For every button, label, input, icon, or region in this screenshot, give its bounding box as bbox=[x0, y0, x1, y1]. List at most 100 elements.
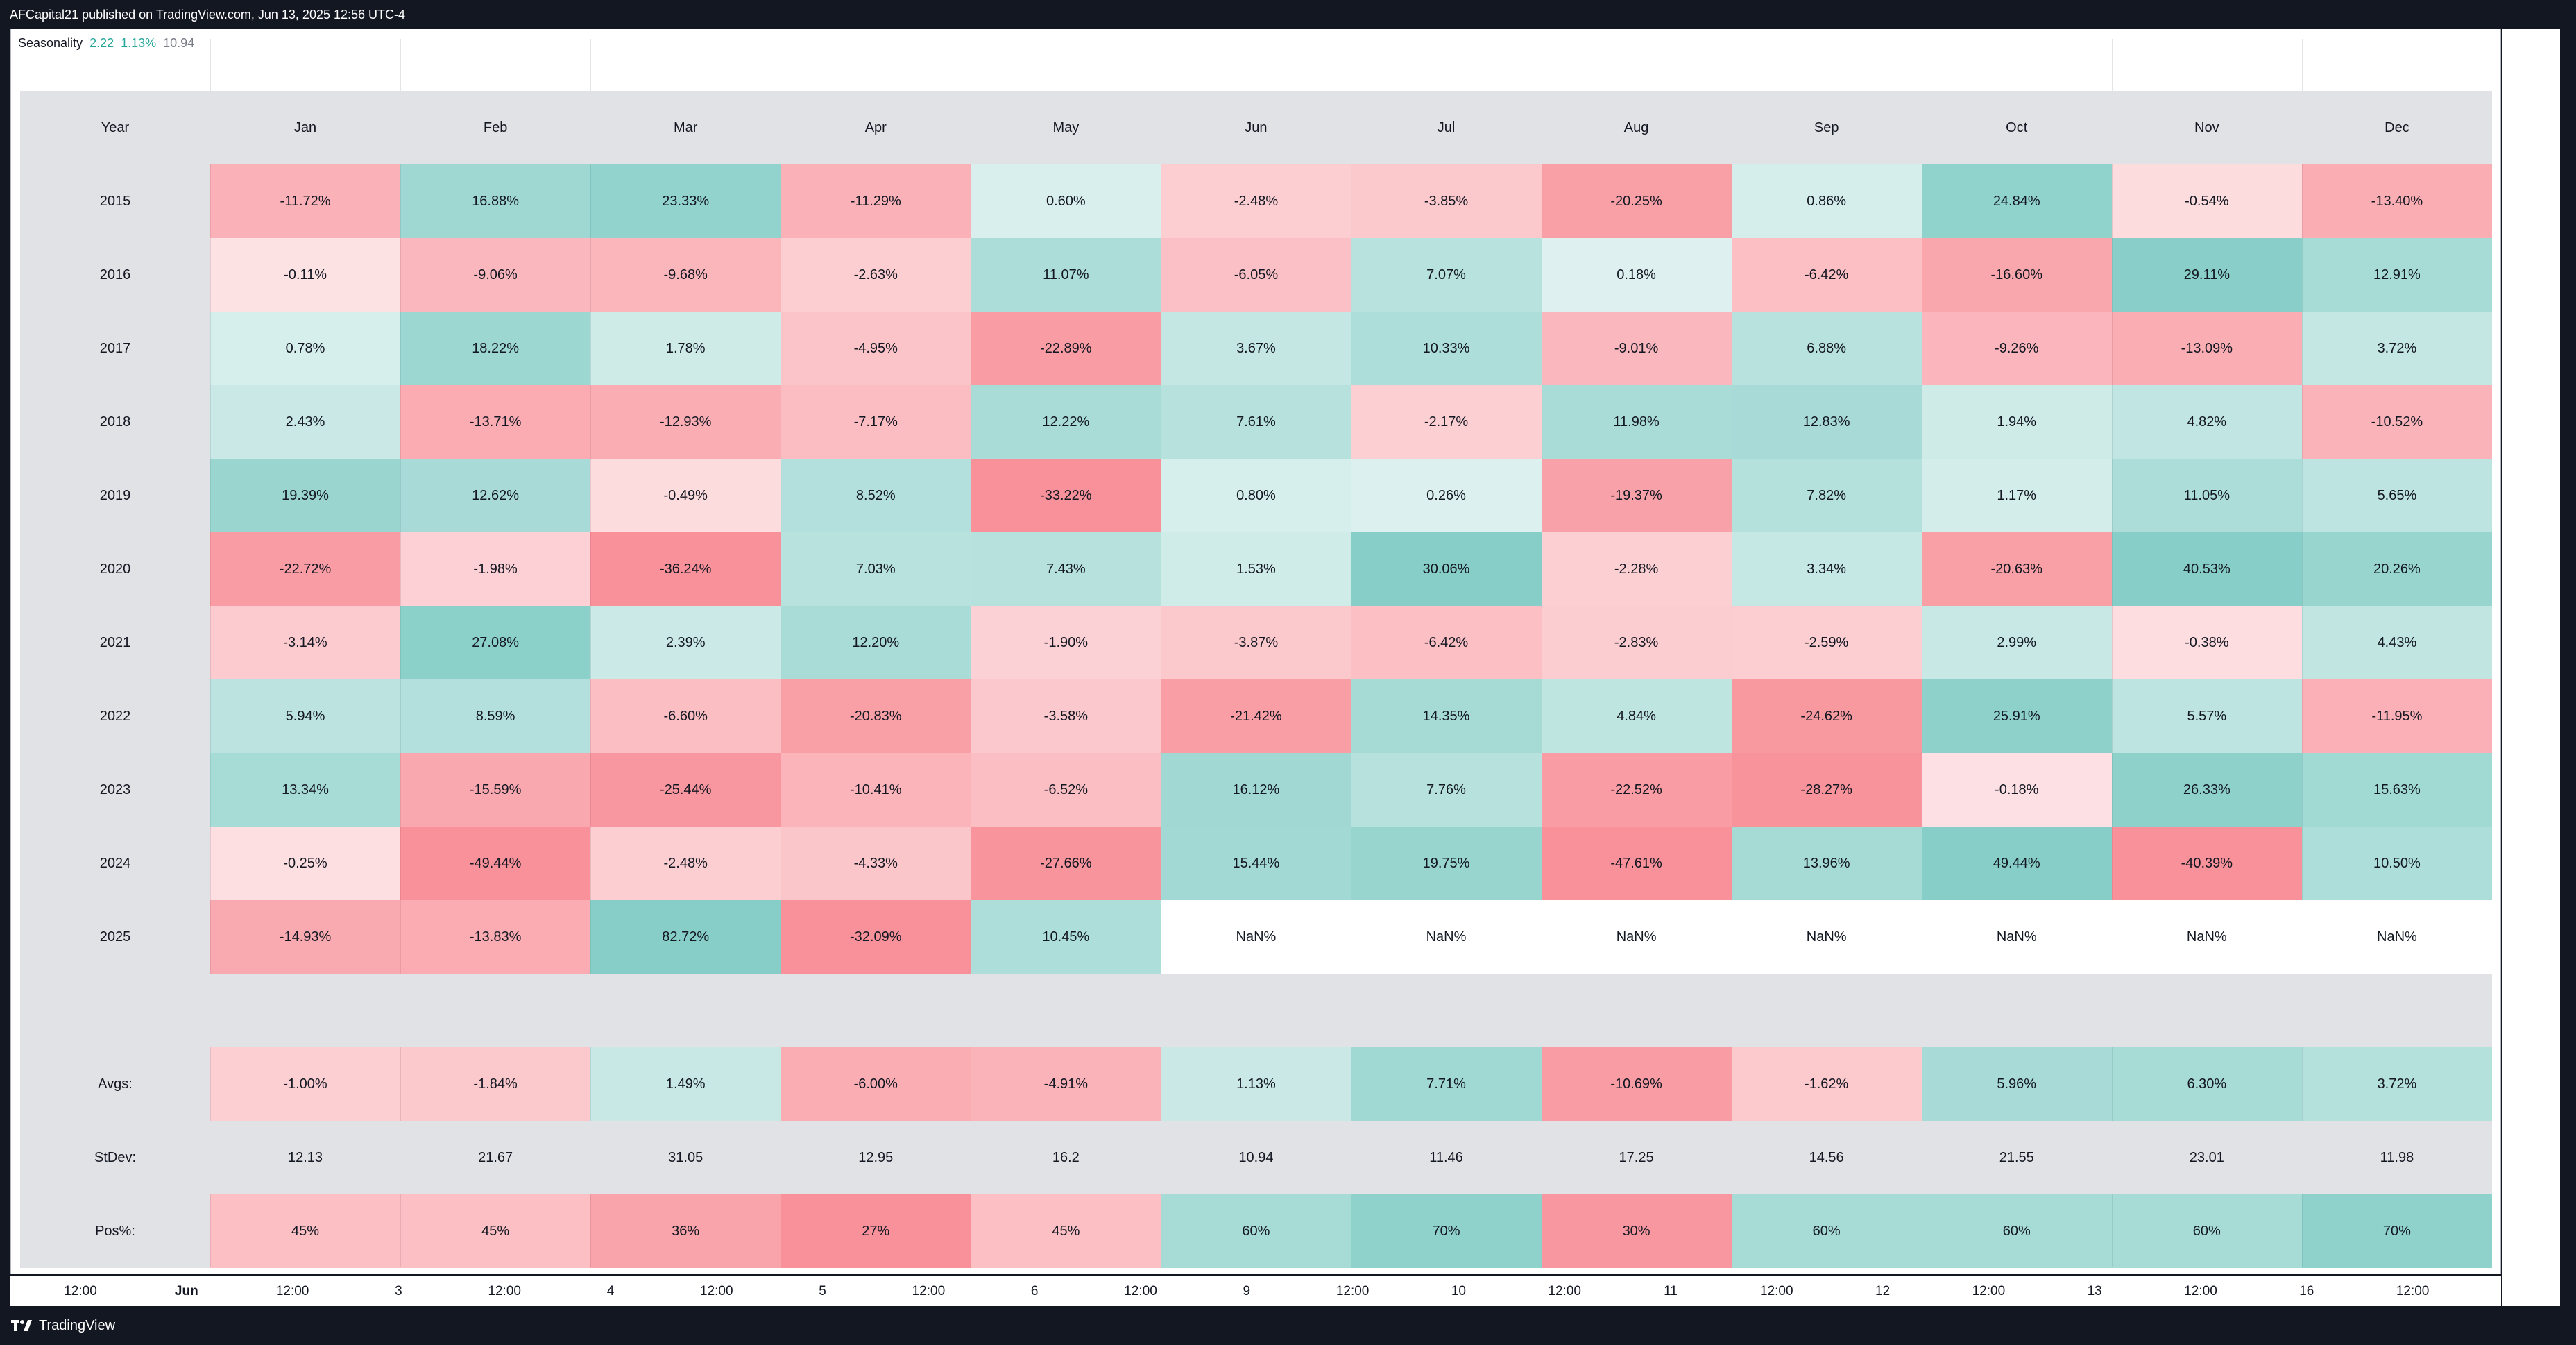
return-cell: -19.37% bbox=[1541, 459, 1732, 532]
time-axis-label: 12:00 bbox=[1336, 1284, 1370, 1299]
header-month: Mar bbox=[590, 91, 781, 164]
return-cell: 12.62% bbox=[400, 459, 591, 532]
return-cell: NaN% bbox=[1161, 900, 1351, 974]
return-cell: -2.63% bbox=[781, 238, 971, 312]
return-cell: -6.52% bbox=[971, 753, 1161, 827]
return-cell: -13.83% bbox=[400, 900, 591, 974]
return-cell: -11.95% bbox=[2301, 679, 2492, 753]
summary-cell: 7.71% bbox=[1351, 1047, 1542, 1121]
summary-cell: 70% bbox=[2301, 1194, 2492, 1268]
time-axis-label: Jun bbox=[174, 1284, 198, 1299]
table-row: 2017 0.78% 18.22% 1.78% -4.95% -22.89% 3.67% 10… bbox=[20, 312, 2492, 385]
summary-cell: -1.00% bbox=[210, 1047, 401, 1121]
return-cell: 8.52% bbox=[781, 459, 971, 532]
return-cell: 3.72% bbox=[2301, 312, 2492, 385]
year-cell: 2020 bbox=[20, 532, 210, 606]
return-cell: 13.34% bbox=[210, 753, 401, 827]
summary-cell: 5.96% bbox=[1921, 1047, 2112, 1121]
footer-bar: TradingView bbox=[0, 1306, 2576, 1345]
time-axis[interactable]: 12:00 Jun 12:00 3 12:00 4 12:00 5 12:00 6 12:00 9 12… bbox=[10, 1274, 2501, 1306]
return-cell: 0.78% bbox=[210, 312, 401, 385]
tradingview-brand[interactable]: TradingView bbox=[39, 1317, 116, 1333]
return-cell: -13.71% bbox=[400, 385, 591, 459]
header-year: Year bbox=[20, 91, 210, 164]
summary-cell: 1.13% bbox=[1161, 1047, 1351, 1121]
header-month: Sep bbox=[1731, 91, 1922, 164]
year-cell: 2024 bbox=[20, 827, 210, 900]
tradingview-logo-icon[interactable] bbox=[11, 1319, 32, 1333]
return-cell: 7.82% bbox=[1731, 459, 1922, 532]
spacer-cell bbox=[20, 974, 2492, 1047]
summary-cell: -4.91% bbox=[971, 1047, 1161, 1121]
return-cell: -1.90% bbox=[971, 606, 1161, 679]
return-cell: 8.59% bbox=[400, 679, 591, 753]
return-cell: -1.98% bbox=[400, 532, 591, 606]
table-row: 2020 -22.72% -1.98% -36.24% 7.03% 7.43% 1.53% 3… bbox=[20, 532, 2492, 606]
return-cell: 23.33% bbox=[590, 164, 781, 238]
year-cell: 2019 bbox=[20, 459, 210, 532]
return-cell: -6.60% bbox=[590, 679, 781, 753]
indicator-value-1: 2.22 bbox=[89, 36, 114, 50]
return-cell: 27.08% bbox=[400, 606, 591, 679]
return-cell: -6.42% bbox=[1351, 606, 1542, 679]
summary-cell: 60% bbox=[1731, 1194, 1922, 1268]
return-cell: -25.44% bbox=[590, 753, 781, 827]
return-cell: NaN% bbox=[2301, 900, 2492, 974]
time-axis-label: 12:00 bbox=[275, 1284, 309, 1299]
return-cell: 11.05% bbox=[2111, 459, 2302, 532]
gridline bbox=[2112, 39, 2113, 1267]
left-border bbox=[0, 29, 10, 1345]
time-axis-label: 12:00 bbox=[1760, 1284, 1793, 1299]
table-header-row: Year Jan Feb Mar Apr May Jun Jul Aug Sep Oct Nov Dec bbox=[20, 91, 2492, 164]
time-axis-label: 12:00 bbox=[64, 1284, 97, 1299]
return-cell: -11.29% bbox=[781, 164, 971, 238]
return-cell: -4.33% bbox=[781, 827, 971, 900]
return-cell: -0.49% bbox=[590, 459, 781, 532]
table-row: 2015 -11.72% 16.88% 23.33% -11.29% 0.60% -2.48… bbox=[20, 164, 2492, 238]
year-cell: 2018 bbox=[20, 385, 210, 459]
table-row: 2019 19.39% 12.62% -0.49% 8.52% -33.22% 0.80% 0… bbox=[20, 459, 2492, 532]
return-cell: 13.96% bbox=[1731, 827, 1922, 900]
summary-cell: 36% bbox=[590, 1194, 781, 1268]
return-cell: 7.43% bbox=[971, 532, 1161, 606]
table-row: 2023 13.34% -15.59% -25.44% -10.41% -6.52% 16.… bbox=[20, 753, 2492, 827]
return-cell: -15.59% bbox=[400, 753, 591, 827]
summary-cell: 21.67 bbox=[400, 1121, 591, 1194]
time-axis-label: 11 bbox=[1664, 1284, 1678, 1299]
summary-cell: 12.95 bbox=[781, 1121, 971, 1194]
return-cell: -22.89% bbox=[971, 312, 1161, 385]
return-cell: 1.78% bbox=[590, 312, 781, 385]
return-cell: NaN% bbox=[1351, 900, 1542, 974]
summary-row: Avgs: -1.00% -1.84% 1.49% -6.00% -4.91% 1.13% 7… bbox=[20, 1047, 2492, 1121]
return-cell: 7.61% bbox=[1161, 385, 1351, 459]
publish-info-bar: AFCapital21 published on TradingView.com… bbox=[0, 0, 2576, 29]
summary-cell: 12.13 bbox=[210, 1121, 401, 1194]
return-cell: 16.12% bbox=[1161, 753, 1351, 827]
header-month: Jun bbox=[1161, 91, 1351, 164]
gridline bbox=[210, 39, 211, 1267]
return-cell: 12.22% bbox=[971, 385, 1161, 459]
return-cell: -47.61% bbox=[1541, 827, 1732, 900]
indicator-value-2: 1.13% bbox=[121, 36, 157, 50]
return-cell: 12.20% bbox=[781, 606, 971, 679]
indicator-legend[interactable]: Seasonality 2.22 1.13% 10.94 bbox=[18, 36, 194, 51]
summary-label: Pos%: bbox=[20, 1194, 210, 1268]
summary-cell: -1.84% bbox=[400, 1047, 591, 1121]
summary-cell: 30% bbox=[1541, 1194, 1732, 1268]
return-cell: 6.88% bbox=[1731, 312, 1922, 385]
return-cell: -0.25% bbox=[210, 827, 401, 900]
return-cell: 10.33% bbox=[1351, 312, 1542, 385]
return-cell: 1.94% bbox=[1921, 385, 2112, 459]
return-cell: -7.17% bbox=[781, 385, 971, 459]
return-cell: 1.53% bbox=[1161, 532, 1351, 606]
table-row: 2022 5.94% 8.59% -6.60% -20.83% -3.58% -21.42%… bbox=[20, 679, 2492, 753]
time-axis-label: 16 bbox=[2299, 1284, 2314, 1299]
header-month: Dec bbox=[2301, 91, 2492, 164]
summary-cell: 23.01 bbox=[2111, 1121, 2302, 1194]
publish-info-text: AFCapital21 published on TradingView.com… bbox=[10, 7, 406, 22]
return-cell: NaN% bbox=[1921, 900, 2112, 974]
indicator-name[interactable]: Seasonality bbox=[18, 36, 83, 50]
time-axis-label: 3 bbox=[395, 1284, 402, 1299]
time-axis-label: 12:00 bbox=[1548, 1284, 1581, 1299]
indicator-value-3: 10.94 bbox=[163, 36, 195, 50]
